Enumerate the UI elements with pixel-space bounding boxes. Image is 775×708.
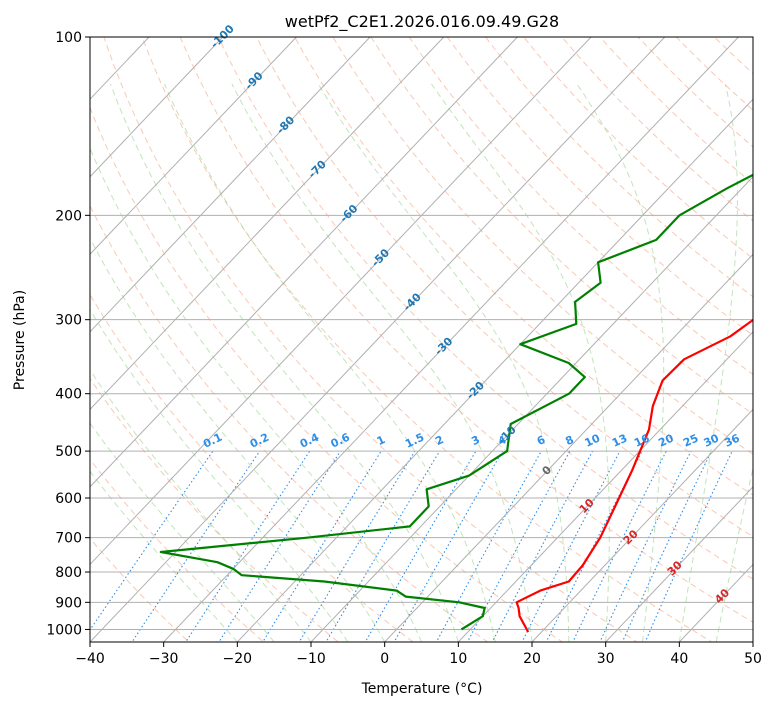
moist-adiabat-line [715, 466, 753, 642]
y-tick-label: 800 [55, 565, 82, 581]
mixing-ratio-line [298, 450, 416, 642]
mixing-ratio-line [599, 450, 692, 642]
y-tick-label: 900 [55, 595, 82, 611]
isotherm-line [90, 37, 445, 411]
y-tick-label: 400 [55, 387, 82, 403]
moist-adiabat-line [678, 83, 738, 642]
moist-adiabat-line [576, 83, 665, 642]
isotherm-line [90, 37, 224, 178]
y-tick-label: 600 [55, 491, 82, 507]
x-tick-label: −10 [296, 651, 326, 667]
x-tick-label: 50 [744, 651, 762, 667]
dry-adiabat-line [90, 106, 564, 642]
dry-adiabat-line [103, 37, 639, 642]
mixing-ratio-line [572, 450, 667, 642]
dry-adiabat-line [217, 37, 753, 580]
isotherm-line [236, 98, 753, 642]
isotherm-line [162, 37, 739, 642]
background-lines [90, 37, 753, 642]
isotherm-line [383, 253, 753, 642]
temperature-profile-line [515, 318, 753, 633]
isotherm-line [90, 37, 592, 566]
mixing-ratio-label: 16 [632, 431, 652, 449]
y-tick-label: 500 [55, 444, 82, 460]
isotherm-line [531, 408, 753, 642]
isotherm-line [90, 37, 297, 256]
mixing-ratio-label: 25 [681, 432, 700, 450]
isotherm-line [457, 331, 753, 642]
mixing-ratio-label: 13 [610, 432, 629, 450]
y-tick-label: 300 [55, 313, 82, 329]
mixing-ratio-line [218, 450, 341, 642]
isotherm-line [90, 37, 518, 488]
y-tick-label: 200 [55, 208, 82, 224]
moist-adiabat-line [90, 147, 422, 642]
x-tick-label: 20 [523, 651, 541, 667]
dry-adiabat-line [90, 204, 489, 642]
x-tick-label: 10 [449, 651, 467, 667]
chart-title: wetPf2_C2E1.2026.016.09.49.G28 [285, 12, 559, 32]
dry-adiabat-line [446, 37, 753, 336]
dry-adiabat-line [90, 537, 190, 642]
x-tick-label: −30 [149, 651, 179, 667]
moist-adiabat-line [90, 470, 238, 642]
dry-adiabat-line [485, 37, 753, 298]
isotherm-line [90, 37, 371, 333]
mixing-ratio-line [90, 450, 214, 631]
mixing-ratio-line [435, 450, 542, 642]
y-axis: 1000 900 800 700 600 500 400 300 200 100 [46, 30, 90, 638]
dry-adiabat-line [90, 293, 414, 642]
mixing-ratio-line [131, 450, 261, 642]
mixing-ratio-label: 20 [656, 431, 676, 449]
dry-adiabat-line [256, 37, 753, 538]
dry-adiabat-line [599, 37, 753, 185]
mixing-ratio-line [393, 450, 503, 642]
x-tick-label: 30 [597, 651, 615, 667]
x-tick-label: 0 [380, 651, 389, 667]
x-tick-label: −40 [75, 651, 105, 667]
mixing-ratio-line [621, 450, 712, 642]
moist-adiabat-line [90, 369, 312, 642]
mixing-ratio-line [364, 450, 477, 642]
dry-adiabat-line [141, 37, 713, 642]
isotherm-line [310, 176, 753, 642]
moist-adiabat-line [90, 308, 349, 642]
isotherm-line [604, 486, 753, 642]
moist-adiabat-line [231, 83, 533, 642]
mixing-ratio-line [644, 450, 733, 642]
moist-adiabat-line [90, 237, 386, 642]
x-tick-label: 40 [670, 651, 688, 667]
series-layer [159, 173, 753, 633]
y-tick-label: 700 [55, 531, 82, 547]
dry-adiabat-line [637, 37, 753, 148]
mixing-ratio-line [185, 450, 311, 642]
moist-adiabat-line [90, 422, 275, 642]
y-axis-label: Pressure (hPa) [12, 290, 28, 390]
dry-adiabat-line [294, 37, 753, 496]
mixing-ratio-label: 36 [722, 431, 742, 449]
mixing-ratio-line [325, 450, 441, 642]
moist-adiabat-line [164, 83, 496, 642]
dry-adiabat-line [179, 37, 753, 623]
y-tick-label: 1000 [46, 622, 82, 638]
y-tick-label: 100 [55, 30, 82, 46]
moist-adiabat-line [430, 83, 610, 642]
mixing-ratio-label: 10 [583, 431, 603, 449]
x-axis: −40 −30 −20 −10 0 10 20 30 40 50 [75, 642, 762, 667]
dry-adiabat-line [370, 37, 753, 415]
mixing-ratio-label: 30 [702, 431, 722, 449]
dry-adiabat-line [332, 37, 753, 455]
moist-adiabat-line [317, 83, 570, 642]
x-axis-label: Temperature (°C) [361, 681, 483, 697]
plot-frame [89, 36, 754, 643]
x-tick-label: −20 [223, 651, 253, 667]
dewpoint-profile-line [159, 173, 753, 631]
